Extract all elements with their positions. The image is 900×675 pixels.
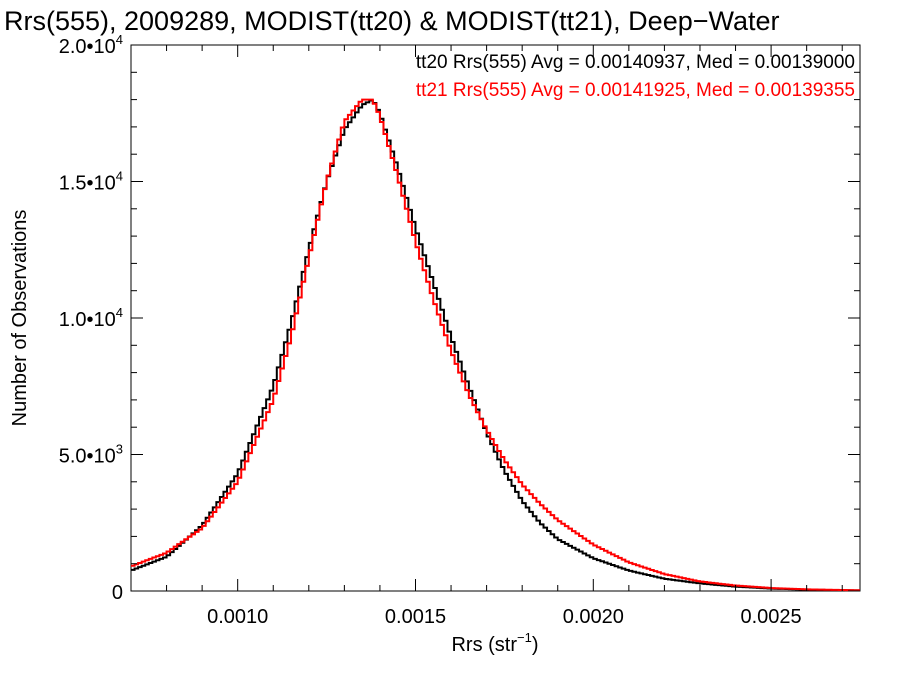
y-tick-exponent: 3 (116, 442, 123, 457)
tick-layer: 0.0010 0.0015 0.0020 0.002505.0•1031.0•1041… (59, 32, 860, 628)
x-axis-label-exponent: −1 (517, 630, 532, 645)
y-tick-mantissa: 5.0•10 (59, 446, 116, 468)
x-tick-label: 0.0025 (741, 606, 802, 628)
y-tick-label: 1.0•104 (59, 305, 123, 331)
y-tick-mantissa: 2.0•10 (59, 36, 116, 58)
y-tick-label: 5.0•103 (59, 442, 123, 468)
x-axis-label-close: ) (532, 634, 539, 656)
series-layer (131, 98, 860, 592)
y-tick-label: 1.5•104 (59, 169, 123, 195)
y-tick-exponent: 4 (116, 169, 123, 184)
legend-entry-tt21: tt21 Rrs(555) Avg = 0.00141925, Med = 0.… (416, 80, 855, 101)
legend-entry-tt20: tt20 Rrs(555) Avg = 0.00140937, Med = 0.… (416, 52, 855, 73)
plot-frame (130, 44, 861, 592)
series-line-tt21 (131, 98, 860, 592)
x-tick-label: 0.0020 (563, 606, 624, 628)
x-axis-label-main: Rrs (str (451, 634, 517, 656)
y-axis-label: Number of Observations (9, 210, 31, 427)
series-line-tt20 (131, 99, 860, 592)
y-tick-mantissa: 0 (112, 582, 123, 604)
x-axis-label: Rrs (str−1) (451, 630, 538, 656)
y-tick-exponent: 4 (116, 305, 123, 320)
y-tick-exponent: 4 (116, 32, 123, 47)
x-tick-label: 0.0015 (385, 606, 446, 628)
y-tick-label: 0 (112, 582, 123, 604)
y-tick-label: 2.0•104 (59, 32, 123, 58)
x-tick-label: 0.0010 (207, 606, 268, 628)
chart-title: Rrs(555), 2009289, MODIST(tt20) & MODIST… (4, 6, 780, 36)
y-tick-mantissa: 1.0•10 (59, 309, 116, 331)
y-tick-mantissa: 1.5•10 (59, 173, 116, 195)
